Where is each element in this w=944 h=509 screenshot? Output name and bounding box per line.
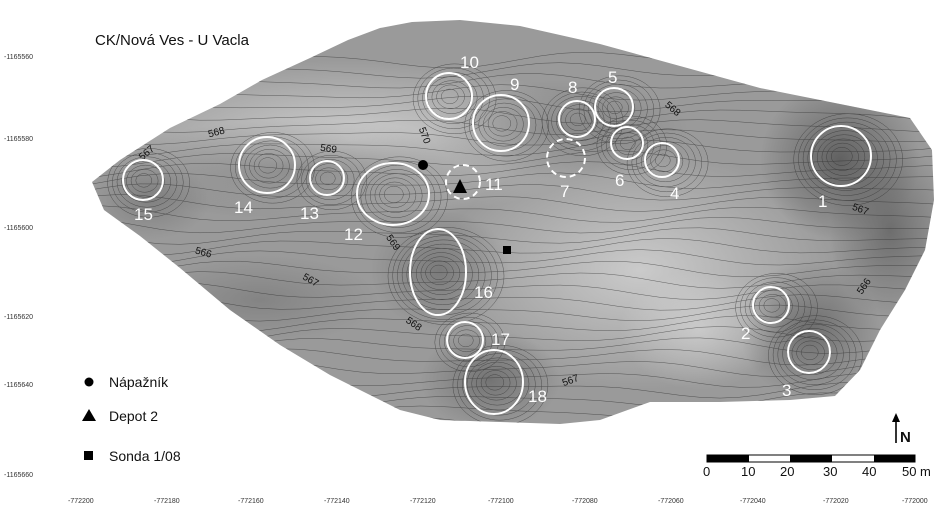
legend-square-symbol — [84, 451, 93, 460]
x-tick-label: -772160 — [238, 498, 264, 505]
feature-circle-5[interactable] — [594, 87, 634, 127]
scale-label: 10 — [741, 464, 755, 479]
feature-label: 5 — [608, 68, 617, 87]
scale-bar: 0 10 20 30 40 50 m — [703, 454, 931, 479]
x-tick-label: -772100 — [488, 498, 514, 505]
feature-label: 1 — [818, 192, 827, 211]
feature-circle-2[interactable] — [752, 286, 790, 324]
feature-numbers: 1 2 3 4 5 6 7 8 9 10 11 12 13 14 15 16 1… — [134, 53, 827, 406]
scale-unit: m — [920, 464, 931, 479]
feature-label: 16 — [474, 283, 493, 302]
feature-label: 18 — [528, 387, 547, 406]
depot-marker[interactable] — [453, 179, 467, 193]
feature-circle-8[interactable] — [558, 100, 596, 138]
feature-circle-18[interactable] — [464, 349, 524, 415]
feature-circle-10[interactable] — [425, 72, 473, 120]
feature-label: 8 — [568, 78, 577, 97]
x-tick-label: -772180 — [154, 498, 180, 505]
y-tick-label: -1165560 — [4, 54, 33, 61]
x-tick-label: -772020 — [823, 498, 849, 505]
x-tick-label: -772060 — [658, 498, 684, 505]
y-tick-label: -1165580 — [4, 136, 33, 143]
legend-circle-symbol — [84, 377, 94, 387]
scale-label: 50 — [902, 464, 916, 479]
feature-circle-12[interactable] — [356, 162, 430, 226]
feature-label: 15 — [134, 205, 153, 224]
x-axis: -772200 -772180 -772160 -772140 -772120 … — [68, 498, 928, 505]
x-tick-label: -772000 — [902, 498, 928, 505]
sonda-marker[interactable] — [503, 246, 511, 254]
north-arrow: N — [892, 413, 911, 446]
legend-triangle-symbol — [82, 409, 96, 421]
x-tick-label: -772140 — [324, 498, 350, 505]
feature-label: 17 — [491, 330, 510, 349]
feature-circle-4[interactable] — [644, 142, 680, 178]
scale-label: 0 — [703, 464, 710, 479]
feature-label: 4 — [670, 184, 679, 203]
x-tick-label: -772200 — [68, 498, 94, 505]
feature-label: 2 — [741, 324, 750, 343]
napaznik-marker[interactable] — [418, 160, 428, 170]
scale-label: 30 — [823, 464, 837, 479]
y-tick-label: -1165600 — [4, 225, 33, 232]
feature-circle-14[interactable] — [238, 136, 296, 194]
y-tick-label: -1165660 — [4, 472, 33, 479]
feature-circle-1[interactable] — [810, 125, 872, 187]
legend-label-napaznik: Nápažník — [109, 374, 169, 390]
feature-label: 12 — [344, 225, 363, 244]
map-title: CK/Nová Ves - U Vacla — [95, 32, 250, 49]
feature-circle-7[interactable] — [546, 138, 586, 178]
contour-label: 569 — [319, 143, 337, 156]
scale-label: 40 — [862, 464, 876, 479]
feature-label: 7 — [560, 182, 569, 201]
feature-label: 14 — [234, 198, 253, 217]
feature-label: 13 — [300, 204, 319, 223]
contour-label: 566 — [194, 246, 213, 261]
feature-label: 11 — [485, 175, 503, 194]
north-arrowhead-icon — [892, 413, 900, 422]
north-label: N — [900, 429, 911, 446]
feature-circle-13[interactable] — [309, 160, 345, 196]
legend: Nápažník Depot 2 Sonda 1/08 — [82, 374, 181, 464]
x-tick-label: -772040 — [740, 498, 766, 505]
feature-label: 6 — [615, 171, 624, 190]
feature-circle-16[interactable] — [409, 228, 467, 316]
feature-label: 10 — [460, 53, 479, 72]
contour-label: 568 — [207, 125, 226, 140]
x-tick-label: -772080 — [572, 498, 598, 505]
legend-label-sonda: Sonda 1/08 — [109, 448, 181, 464]
feature-circle-9[interactable] — [472, 94, 530, 152]
feature-circle-11[interactable] — [445, 164, 481, 200]
feature-label: 3 — [782, 381, 791, 400]
feature-circles — [122, 72, 872, 415]
feature-circle-6[interactable] — [610, 126, 644, 160]
feature-circle-17[interactable] — [446, 321, 484, 359]
y-axis: -1165560 -1165580 -1165600 -1165620 -116… — [4, 54, 33, 479]
feature-circle-15[interactable] — [122, 159, 164, 201]
legend-label-depot: Depot 2 — [109, 408, 158, 424]
scale-label: 20 — [780, 464, 794, 479]
y-tick-label: -1165640 — [4, 382, 33, 389]
feature-label: 9 — [510, 75, 519, 94]
y-tick-label: -1165620 — [4, 314, 33, 321]
feature-circle-3[interactable] — [787, 330, 831, 374]
contour-labels: 567 568 569 570 566 569 568 567 568 566 … — [137, 100, 874, 389]
x-tick-label: -772120 — [410, 498, 436, 505]
